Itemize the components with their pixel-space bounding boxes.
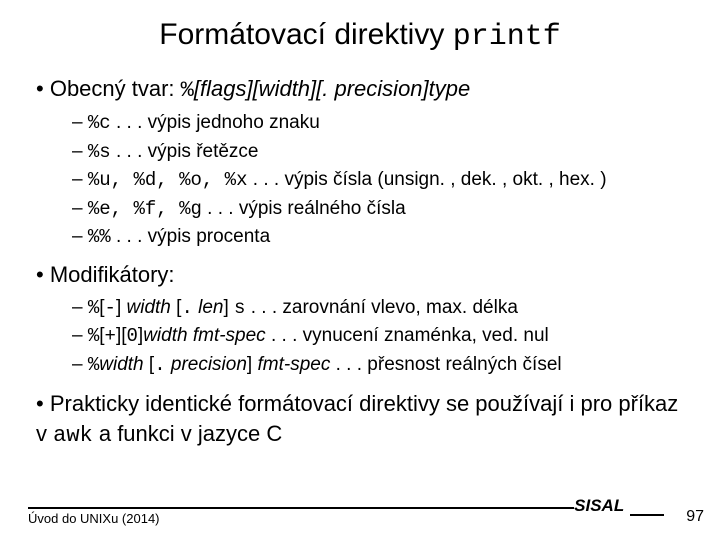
footer-rule [28, 507, 574, 509]
title-text: Formátovací direktivy [159, 18, 452, 51]
mod-italic: fmt-spec [257, 354, 330, 375]
format-spec-item: %e, %f, %g . . . výpis reálného čísla [90, 195, 692, 224]
b3-post: a funkci v jazyce C [93, 421, 283, 446]
mod-text: ] [223, 297, 234, 318]
modifier-item: %[-] width [. len] s . . . zarovnání vle… [90, 294, 692, 323]
format-desc: . . . výpis procenta [111, 226, 270, 247]
mod-italic: width [127, 297, 171, 318]
mod-text: ] [247, 354, 258, 375]
format-spec-item: %c . . . výpis jednoho znaku [90, 109, 692, 138]
mod-text: [ [171, 297, 182, 318]
modifier-item: %width [. precision] fmt-spec . . . přes… [90, 351, 692, 380]
title-code: printf [453, 20, 561, 54]
b3-code: awk [53, 423, 93, 448]
format-code: %e, %f, %g [88, 198, 202, 220]
footer-left-text: Úvod do UNIXu (2014) [28, 511, 574, 526]
footer-brand-rule [630, 514, 664, 516]
format-desc: . . . výpis řetězce [111, 141, 259, 162]
bullet-awk: Prakticky identické formátovací direktiv… [36, 389, 692, 450]
modifier-item: %[+][0]width fmt-spec . . . vynucení zna… [90, 322, 692, 351]
format-desc: . . . výpis reálného čísla [202, 198, 406, 219]
mod-text: ] [116, 297, 127, 318]
mod-text: ][ [116, 325, 127, 346]
format-spec-item: %s . . . výpis řetězce [90, 138, 692, 167]
footer-brand: SISAL [574, 496, 624, 516]
bullet-modifiers: Modifikátory: [36, 262, 692, 288]
slide-title: Formátovací direktivy printf [28, 18, 692, 54]
mod-text: . . . přesnost reálných čísel [330, 354, 561, 375]
bullet-general-form: Obecný tvar: %[flags][width][. precision… [36, 76, 692, 103]
mod-code: % [88, 297, 99, 319]
b1-code: % [181, 78, 194, 103]
mod-text: . . . vynucení znaménka, ved. nul [266, 325, 549, 346]
mod-code: % [88, 354, 99, 376]
mod-code: % [88, 325, 99, 347]
format-code: %c [88, 112, 111, 134]
mod-code: . [181, 297, 192, 319]
mod-italic: width [99, 354, 143, 375]
format-desc: . . . výpis jednoho znaku [111, 112, 320, 133]
mod-text: [ [144, 354, 155, 375]
format-desc: . . . výpis čísla (unsign. , dek. , okt.… [248, 169, 607, 190]
mod-italic: precision [171, 354, 247, 375]
format-code: %% [88, 226, 111, 248]
mod-code: 0 [127, 325, 138, 347]
mod-code: - [105, 297, 116, 319]
b1-pre: Obecný tvar: [50, 76, 181, 101]
mod-italic: width fmt-spec [143, 325, 265, 346]
b1-tail: [flags][width][. precision]type [194, 76, 470, 101]
format-code: %s [88, 141, 111, 163]
format-spec-item: %% . . . výpis procenta [90, 223, 692, 252]
slide-footer: Úvod do UNIXu (2014) SISAL 97 [28, 506, 704, 526]
mod-code: s [234, 297, 245, 319]
mod-text: . . . zarovnání vlevo, max. délka [245, 297, 517, 318]
mod-code: . [154, 354, 165, 376]
format-code: %u, %d, %o, %x [88, 169, 248, 191]
mod-code: + [105, 325, 116, 347]
mod-italic: len [198, 297, 223, 318]
page-number: 97 [686, 508, 704, 526]
format-spec-item: %u, %d, %o, %x . . . výpis čísla (unsign… [90, 166, 692, 195]
